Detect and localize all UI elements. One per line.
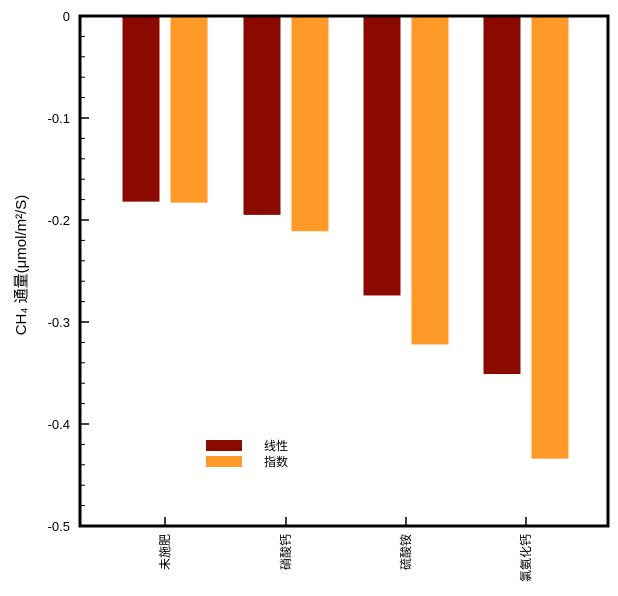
legend-label-1: 线性 (264, 439, 288, 453)
y-tick-label: -0.5 (48, 519, 70, 534)
bar-linear-1 (122, 16, 160, 202)
bar-exponential-2 (291, 16, 329, 232)
x-category-label: 未施肥 (158, 534, 172, 570)
y-axis: 0 -0.1 -0.2 -0.3 -0.4 -0.5 (48, 9, 89, 534)
y-tick-label: -0.4 (48, 417, 70, 432)
x-category-label: 氯氨化钙 (519, 534, 533, 582)
x-category-label: 硝酸钙 (278, 534, 293, 570)
legend-swatch-1 (206, 440, 242, 451)
bar-linear-3 (363, 16, 401, 296)
legend-swatch-2 (206, 456, 242, 467)
x-axis: 未施肥 硝酸钙 硫酸铵 氯氨化钙 (158, 517, 533, 582)
plot-frame (78, 14, 610, 528)
bars-group (122, 16, 569, 459)
x-category-label: 硫酸铵 (398, 534, 413, 570)
y-axis-label: CH₄ 通量(μmol/m²/S) (13, 195, 30, 336)
bar-linear-2 (243, 16, 281, 215)
bar-exponential-1 (170, 16, 208, 203)
legend-label-2: 指数 (264, 454, 288, 469)
y-tick-label: -0.3 (48, 315, 70, 330)
y-tick-label: -0.2 (48, 213, 70, 228)
y-tick-label: 0 (63, 9, 70, 24)
y-tick-label: -0.1 (48, 111, 70, 126)
bar-exponential-4 (531, 16, 569, 459)
bar-exponential-3 (411, 16, 449, 345)
bar-linear-4 (483, 16, 521, 375)
